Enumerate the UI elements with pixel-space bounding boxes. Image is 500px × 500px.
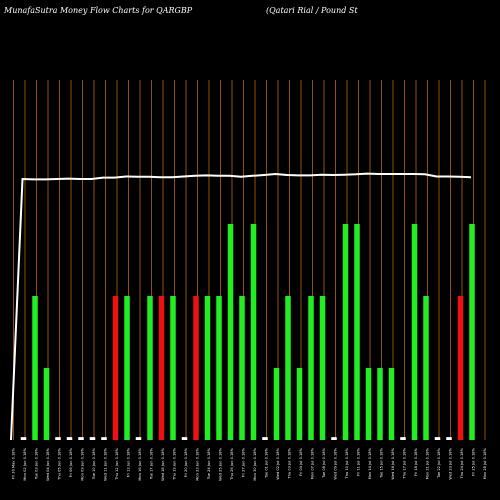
x-tick-label: Tue 22 Jul 0.18%: [437, 447, 441, 478]
x-tick-label: Thu 19 Jun 0.18%: [173, 447, 177, 480]
x-tick-label: Fri 27 Jun 0.18%: [242, 447, 246, 477]
x-tick-label: Tue 08 Jul 0.18%: [322, 447, 326, 478]
x-tick-label: Wed 18 Jun 0.18%: [161, 447, 165, 480]
x-tick-label: Tue 03 Jun 0.18%: [35, 447, 39, 480]
bar: [354, 224, 360, 440]
x-tick-label: Wed 16 Jul 0.18%: [391, 447, 395, 479]
x-tick-label: Thu 17 Jul 0.18%: [403, 447, 407, 479]
x-tick-label: Fri 25 Jul 0.18%: [472, 447, 476, 476]
bar: [170, 296, 176, 440]
x-tick-label: Tue 01 Jul 0.18%: [265, 447, 269, 478]
bar: [411, 224, 418, 440]
bar: [273, 368, 280, 440]
x-tick-label: Fri 13 Jun 0.18%: [127, 447, 131, 477]
x-tick-label: Mon 07 Jul 0.18%: [311, 447, 315, 479]
x-tick-label: Fri 20 Jun 0.18%: [184, 447, 188, 477]
bar: [457, 296, 464, 440]
bar: [216, 296, 222, 440]
bar: [43, 368, 50, 440]
bar: [262, 437, 268, 440]
bar: [469, 224, 475, 440]
x-tick-label: Wed 04 Jun 0.18%: [46, 447, 50, 480]
bar: [388, 368, 395, 440]
x-tick-label: Tue 17 Jun 0.18%: [150, 447, 154, 480]
x-tick-label: Tue 10 Jun 0.18%: [92, 447, 96, 480]
x-tick-label: Mon 30 Jun 0.18%: [253, 447, 257, 480]
chart-title-right: (Qatari Rial / Pound St: [266, 6, 358, 15]
money-flow-line: [10, 172, 472, 441]
chart-title-left: MunafaSutra Money Flow Charts for QARGBP: [4, 6, 193, 15]
bar: [147, 296, 153, 440]
x-tick-label: Tue 15 Jul 0.18%: [380, 447, 384, 478]
bar: [55, 437, 61, 440]
bar-series: [20, 224, 475, 440]
x-tick-label: Wed 11 Jun 0.18%: [104, 447, 108, 480]
x-tick-label: Thu 05 Jun 0.18%: [58, 447, 62, 480]
x-tick-label: Mon 23 Jun 0.18%: [196, 447, 200, 480]
bar: [308, 296, 314, 440]
x-tick-label: Mon 21 Jul 0.18%: [426, 447, 430, 479]
x-tick-label: Fri 06 Jun 0.18%: [69, 447, 73, 477]
x-tick-label: Mon 02 Jun 0.18%: [23, 447, 27, 480]
x-tick-label: Tue 24 Jun 0.18%: [207, 447, 211, 480]
bar: [32, 296, 38, 440]
x-tick-label: Fri 11 Jul 0.18%: [357, 447, 361, 476]
bar: [78, 437, 84, 440]
bar: [66, 437, 73, 440]
bar: [227, 224, 234, 440]
bar: [158, 296, 165, 440]
bar: [423, 296, 429, 440]
x-tick-label: Mon 09 Jun 0.18%: [81, 447, 85, 480]
x-tick-label: Wed 09 Jul 0.18%: [334, 447, 338, 479]
bar: [342, 224, 349, 440]
bar: [296, 368, 303, 440]
bar: [250, 224, 257, 440]
x-tick-label: Wed 25 Jun 0.18%: [219, 447, 223, 480]
bar: [20, 437, 27, 440]
bar: [239, 296, 245, 440]
bar: [181, 437, 188, 440]
bar: [285, 296, 291, 440]
chart-title: MunafaSutra Money Flow Charts for QARGBP…: [4, 4, 496, 18]
bar: [101, 437, 107, 440]
bar: [204, 296, 211, 440]
x-tick-label: Fri 18 Jul 0.18%: [414, 447, 418, 476]
bar: [319, 296, 326, 440]
x-tick-label: Wed 02 Jul 0.18%: [276, 447, 280, 479]
x-tick-label: Fri 04 Jul 0.18%: [299, 447, 303, 476]
x-tick-label: Thu 03 Jul 0.18%: [288, 447, 292, 479]
bar: [434, 437, 441, 440]
bar: [331, 437, 337, 440]
x-tick-label: Mon 14 Jul 0.18%: [368, 447, 372, 479]
x-tick-label: Mon 28 Jul 0.18%: [483, 447, 487, 479]
x-tick-label: Thu 26 Jun 0.18%: [230, 447, 234, 480]
x-tick-label: Fri 30 May 0.18%: [12, 447, 16, 479]
bar: [377, 368, 383, 440]
bar: [135, 437, 142, 440]
bar: [124, 296, 130, 440]
x-tick-label: Mon 16 Jun 0.18%: [138, 447, 142, 480]
x-tick-label: Thu 12 Jun 0.18%: [115, 447, 119, 480]
bar: [112, 296, 119, 440]
bar: [400, 437, 406, 440]
bar: [446, 437, 452, 440]
x-tick-label: Thu 10 Jul 0.18%: [345, 447, 349, 479]
x-tick-label: Wed 23 Jul 0.18%: [449, 447, 453, 479]
bar: [89, 437, 96, 440]
x-tick-label: Thu 24 Jul 0.18%: [460, 447, 464, 479]
x-tick-labels: Fri 30 May 0.18% Mon 02 Jun 0.18% Tue 03 J…: [12, 447, 488, 480]
bar: [365, 368, 372, 440]
bar: [193, 296, 199, 440]
